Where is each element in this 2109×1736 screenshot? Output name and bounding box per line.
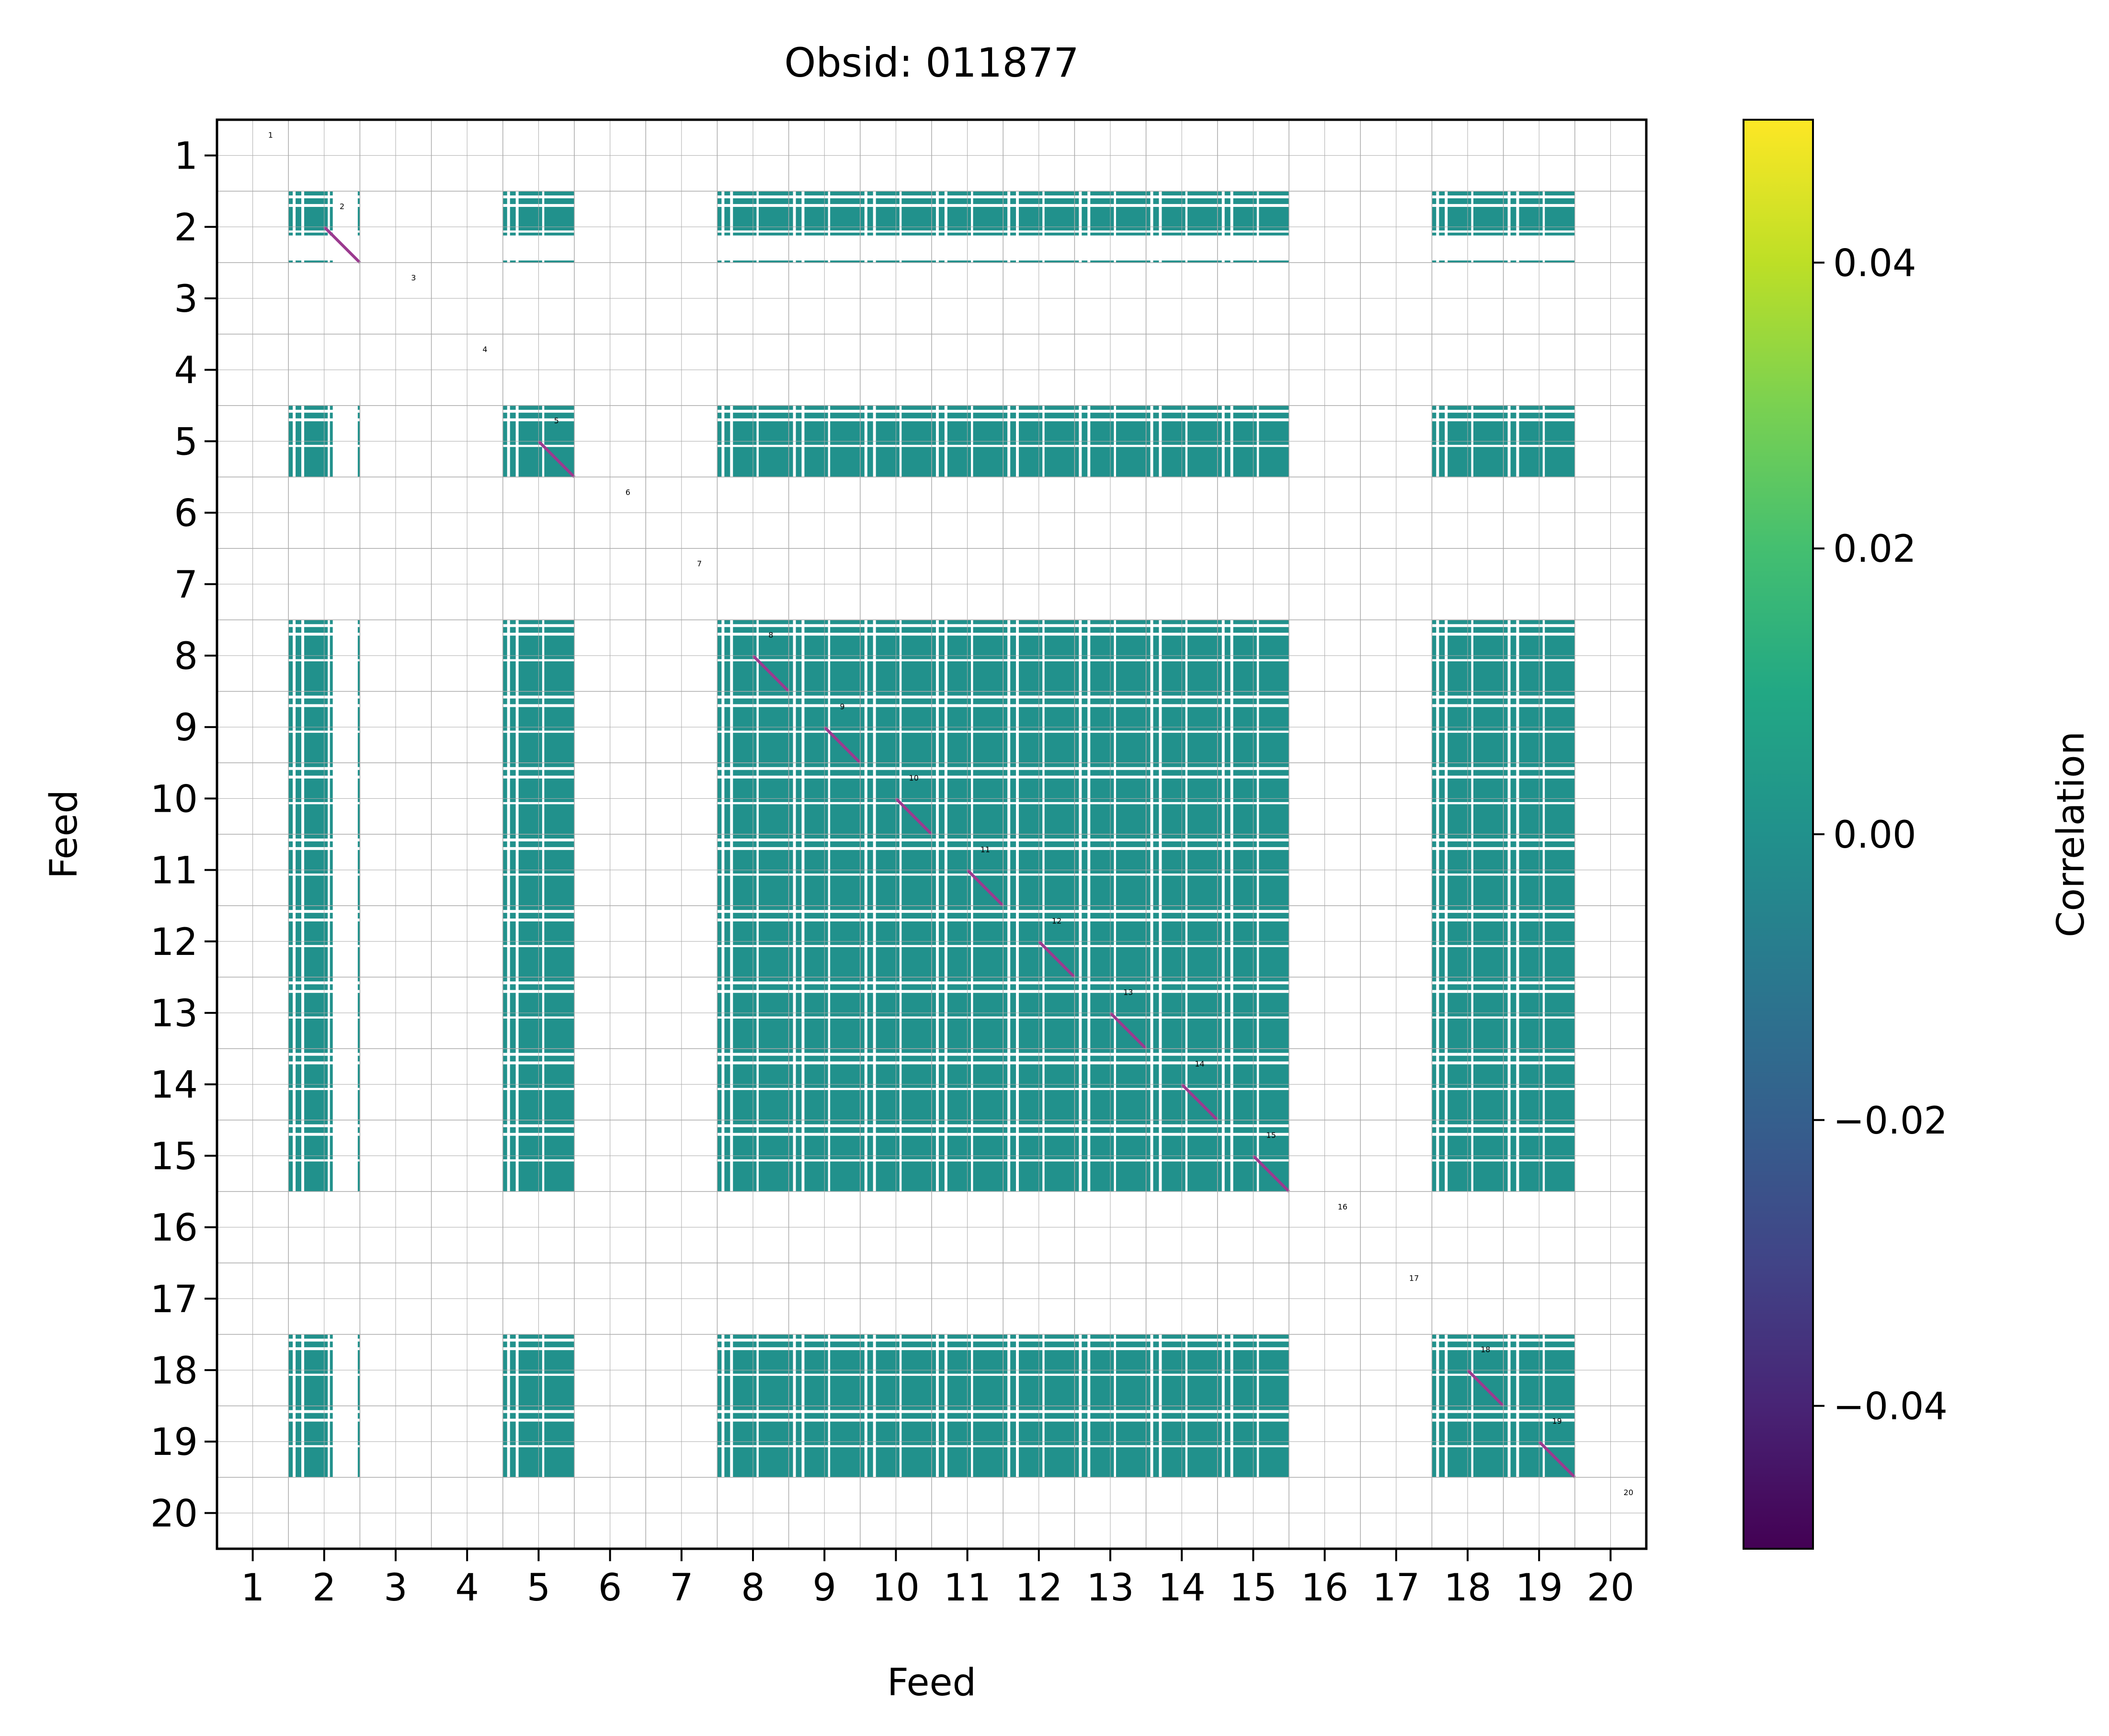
- y-tick-label-16: 16: [150, 1207, 198, 1250]
- x-axis: 1 2 3 4 5 6 7 8 9 10 11 12 13 14 15 16 17 18 19 20: [241, 1549, 1634, 1610]
- y-tick-label-13: 13: [150, 992, 198, 1035]
- feed-annotation-14: 14: [1195, 1059, 1204, 1068]
- y-tick-label-14: 14: [150, 1064, 198, 1107]
- y-tick-label-11: 11: [150, 850, 198, 893]
- colorbar-label: Correlation: [2050, 731, 2093, 937]
- feed-annotation-20: 20: [1624, 1488, 1633, 1497]
- x-tick-label-8: 8: [741, 1566, 765, 1610]
- x-tick-label-12: 12: [1015, 1566, 1062, 1610]
- feed-annotation-1: 1: [268, 130, 273, 139]
- diagonal-cell-11: [966, 869, 1004, 907]
- diagonal-cells: [323, 226, 1576, 1478]
- y-tick-label-5: 5: [174, 420, 198, 464]
- y-tick-label-1: 1: [174, 135, 198, 178]
- diagonal-cell-8: [752, 654, 790, 692]
- feed-annotation-8: 8: [768, 631, 773, 640]
- y-tick-label-3: 3: [174, 278, 198, 321]
- chart-title: Obsid: 011877: [784, 39, 1079, 86]
- y-tick-label-12: 12: [150, 921, 198, 964]
- x-axis-label: Feed: [887, 1661, 976, 1704]
- y-tick-label-9: 9: [174, 706, 198, 749]
- x-tick-label-5: 5: [527, 1566, 551, 1610]
- x-tick-label-1: 1: [241, 1566, 265, 1610]
- x-tick-label-3: 3: [384, 1566, 408, 1610]
- diagonal-cell-14: [1181, 1083, 1219, 1121]
- y-tick-label-8: 8: [174, 635, 198, 678]
- y-tick-label-10: 10: [150, 778, 198, 821]
- feed-annotation-4: 4: [482, 345, 487, 354]
- feed-annotation-15: 15: [1266, 1131, 1276, 1140]
- x-tick-label-20: 20: [1587, 1566, 1634, 1610]
- y-tick-label-6: 6: [174, 492, 198, 535]
- feed-annotation-9: 9: [840, 702, 844, 711]
- y-tick-label-20: 20: [150, 1492, 198, 1535]
- feed-annotation-7: 7: [697, 559, 702, 568]
- colorbar-tick-label-2: 0.00: [1833, 814, 1916, 857]
- x-tick-label-6: 6: [598, 1566, 622, 1610]
- feed-annotation-5: 5: [554, 416, 559, 425]
- colorbar-tick-label-4: −0.04: [1833, 1385, 1948, 1429]
- y-tick-label-7: 7: [174, 564, 198, 607]
- diagonal-cell-12: [1037, 940, 1076, 978]
- diagonal-cell-19: [1538, 1441, 1576, 1478]
- diagonal-cell-13: [1109, 1011, 1147, 1050]
- diagonal-cell-2: [323, 226, 361, 264]
- x-tick-label-15: 15: [1230, 1566, 1277, 1610]
- plot-frame: [216, 118, 1648, 1550]
- x-tick-label-16: 16: [1301, 1566, 1348, 1610]
- colorbar-tick-label-3: −0.02: [1833, 1100, 1948, 1143]
- colorbar-ticks: 0.04 0.02 0.00 −0.02 −0.04: [1813, 242, 1948, 1429]
- diagonal-cell-5: [537, 440, 576, 478]
- feed-annotation-13: 13: [1123, 988, 1133, 997]
- x-tick-label-18: 18: [1444, 1566, 1491, 1610]
- colorbar-gradient: [1743, 119, 1814, 1550]
- diagonal-cell-15: [1252, 1155, 1290, 1193]
- diagonal-cell-9: [823, 726, 861, 764]
- x-tick-label-2: 2: [312, 1566, 336, 1610]
- feed-annotation-11: 11: [980, 845, 990, 854]
- x-tick-label-4: 4: [455, 1566, 479, 1610]
- colorbar: 0.04 0.02 0.00 −0.02 −0.04 Correlation: [1743, 119, 2093, 1550]
- x-tick-label-19: 19: [1516, 1566, 1563, 1610]
- feed-annotation-17: 17: [1409, 1274, 1419, 1283]
- feed-annotation-18: 18: [1481, 1345, 1490, 1354]
- y-tick-label-2: 2: [174, 206, 198, 250]
- feed-annotation-6: 6: [626, 488, 630, 497]
- x-tick-label-11: 11: [944, 1566, 991, 1610]
- y-tick-label-4: 4: [174, 349, 198, 392]
- y-axis-label: Feed: [43, 790, 86, 879]
- x-tick-label-10: 10: [872, 1566, 920, 1610]
- colorbar-tick-label-1: 0.02: [1833, 528, 1916, 571]
- grid-lines: [217, 120, 1646, 1549]
- x-tick-label-17: 17: [1372, 1566, 1420, 1610]
- feed-annotation-3: 3: [411, 273, 416, 283]
- feed-annotation-12: 12: [1052, 917, 1061, 926]
- diagonal-cell-10: [895, 797, 933, 836]
- feed-annotation-16: 16: [1338, 1202, 1347, 1211]
- diagonal-cell-18: [1466, 1369, 1505, 1407]
- x-tick-label-9: 9: [812, 1566, 836, 1610]
- x-tick-label-14: 14: [1158, 1566, 1206, 1610]
- feed-annotation-2: 2: [340, 202, 344, 211]
- colorbar-tick-label-0: 0.04: [1833, 242, 1916, 285]
- y-tick-label-18: 18: [150, 1350, 198, 1393]
- y-tick-label-15: 15: [150, 1135, 198, 1178]
- feed-annotation-10: 10: [909, 773, 919, 783]
- feed-annotation-19: 19: [1552, 1417, 1562, 1426]
- y-tick-label-19: 19: [150, 1421, 198, 1464]
- x-tick-label-13: 13: [1086, 1566, 1134, 1610]
- x-tick-label-7: 7: [670, 1566, 694, 1610]
- y-tick-label-17: 17: [150, 1278, 198, 1321]
